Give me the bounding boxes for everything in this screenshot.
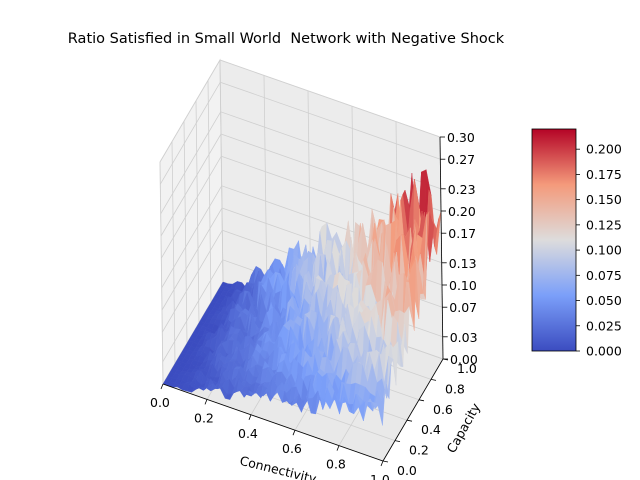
y-tick-mark — [430, 379, 437, 381]
chart-title: Ratio Satisfied in Small World Network w… — [67, 31, 505, 47]
colorbar-tick-label: 0.175 — [586, 167, 622, 182]
z-gridline — [160, 155, 442, 259]
z-tick-label: 0.27 — [447, 152, 475, 167]
colorbar-tick-label: 0.100 — [586, 243, 622, 258]
x-tick-label: 0.8 — [326, 457, 346, 472]
z-tick-label: 0.10 — [449, 278, 477, 293]
x-tick-label: 0.0 — [150, 395, 170, 410]
x-tick-label: 0.6 — [282, 441, 302, 456]
surface-facet — [377, 396, 385, 426]
x-tick-mark — [336, 445, 340, 451]
colorbar-tick-label: 0.200 — [586, 142, 622, 157]
z-gridline — [161, 185, 442, 289]
z-tick-label: 0.30 — [447, 130, 475, 145]
x-axis-line — [162, 383, 384, 462]
y-tick-mark — [406, 419, 413, 422]
x-tick-label: 1.0 — [370, 472, 390, 480]
colorbar-tick-label: 0.025 — [586, 318, 622, 333]
z-axis-line — [439, 136, 444, 360]
surface-plot — [162, 169, 442, 426]
y-tick-label: 1.0 — [457, 361, 477, 376]
colorbar-tick-label: 0.000 — [586, 344, 622, 359]
z-gridline — [159, 81, 441, 185]
y-tick-label: 0.6 — [433, 402, 453, 417]
x-tick-mark — [204, 399, 208, 405]
y-axis-line — [382, 358, 444, 462]
colorbar-tick-label: 0.150 — [586, 192, 622, 207]
y-tick-mark — [418, 399, 425, 402]
colorbar-gradient — [531, 128, 577, 352]
x-tick-label: 0.2 — [194, 410, 214, 425]
z-tick-label: 0.07 — [449, 300, 477, 315]
z-tick-label: 0.17 — [448, 226, 476, 241]
z-tick-label: 0.13 — [449, 256, 477, 271]
colorbar-tick-label: 0.050 — [586, 293, 622, 308]
z-tick-label: 0.20 — [448, 204, 476, 219]
z-gridline — [159, 59, 441, 163]
z-tick-label: 0.03 — [450, 330, 478, 345]
colorbar-tick-label: 0.075 — [586, 268, 622, 283]
z-tick-label: 0.23 — [448, 182, 476, 197]
x-tick-mark — [160, 383, 164, 390]
x-tick-mark — [292, 430, 296, 436]
x-tick-mark — [380, 460, 384, 467]
y-tick-label: 0.8 — [445, 381, 465, 396]
y-tick-label: 0.0 — [397, 463, 417, 478]
y-tick-mark — [394, 440, 401, 442]
colorbar: 0.000 0.025 0.050 0.075 0.100 0.125 0.150 0.175… — [531, 128, 622, 359]
y-tick-label: 0.4 — [421, 422, 441, 437]
z-gridline — [160, 111, 441, 215]
z-tick-label: 0.00 — [450, 352, 478, 367]
x-tick-label: 0.4 — [238, 426, 258, 441]
x-tick-mark — [248, 414, 252, 420]
y-tick-mark — [382, 460, 389, 463]
z-gridline — [160, 133, 442, 237]
colorbar-tick-label: 0.125 — [586, 217, 622, 232]
x-axis-title: Connectivity — [238, 453, 318, 480]
y-tick-label: 0.2 — [409, 443, 429, 458]
